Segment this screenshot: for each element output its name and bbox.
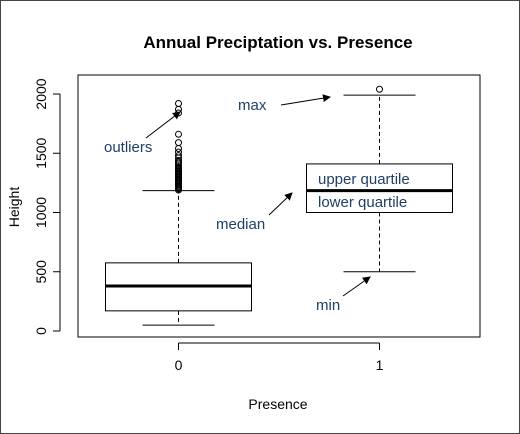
outlier-point-0-26 — [175, 148, 182, 156]
outlier-point-0-27 — [175, 145, 182, 153]
annotation-max: max — [238, 97, 267, 114]
outlier-point-0-29 — [175, 130, 182, 138]
arrow-min — [342, 276, 371, 297]
outlier-point-0-28 — [175, 139, 182, 147]
annotation-outliers: outliers — [104, 139, 152, 156]
y-axis: 0 500 1000 1500 2000 — [33, 78, 61, 335]
y-tick-label-0: 0 — [33, 327, 49, 335]
y-axis-label: Height — [6, 187, 22, 228]
chart-title: Annual Preciptation vs. Presence — [143, 33, 412, 52]
x-tick-label-1: 1 — [376, 357, 384, 373]
arrow-median — [268, 192, 293, 216]
plot-area-border — [77, 74, 481, 338]
arrow-max — [280, 94, 331, 106]
boxes-layer — [105, 85, 453, 326]
outlier-point-1-0 — [376, 85, 383, 93]
y-tick-label-2000: 2000 — [33, 78, 49, 109]
y-tick-label-1000: 1000 — [33, 197, 49, 228]
box-group-0 — [105, 99, 252, 326]
annotation-min: min — [316, 297, 340, 314]
x-axis-label: Presence — [248, 396, 307, 412]
y-tick-label-500: 500 — [33, 260, 49, 284]
annotation-median: median — [216, 216, 265, 233]
annotations-layer: outliers max upper quartile median lower… — [104, 94, 410, 314]
outlier-point-0-23 — [175, 156, 182, 164]
y-tick-label-1500: 1500 — [33, 137, 49, 168]
arrow-outliers — [145, 111, 181, 139]
outlier-point-0-25 — [175, 152, 182, 160]
outlier-point-0-32 — [175, 99, 182, 107]
outlier-point-0-31 — [175, 105, 182, 113]
box-group-1 — [306, 85, 453, 273]
iqr-box-1 — [306, 163, 453, 213]
annotation-upper-quartile: upper quartile — [318, 171, 410, 188]
annotation-lower-quartile: lower quartile — [318, 194, 407, 211]
x-tick-label-0: 0 — [175, 357, 183, 373]
